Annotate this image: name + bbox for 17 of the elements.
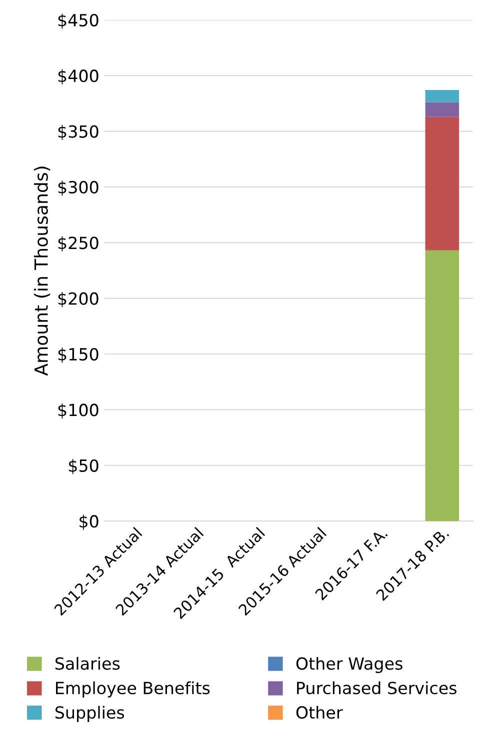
y-tick-label: $150	[58, 348, 98, 363]
legend-label: Other Wages	[296, 656, 402, 674]
y-tick-label: $0	[80, 514, 98, 530]
y-tick-label: $50	[68, 459, 98, 474]
y-tick-label: $400	[58, 69, 98, 84]
legend-label: Employee Benefits	[56, 681, 210, 698]
y-tick-label: $300	[58, 180, 98, 196]
y-tick-label: $200	[58, 292, 98, 308]
legend-label: Salaries	[55, 656, 120, 670]
y-tick-label: $450	[58, 14, 98, 29]
legend-label: Other	[296, 706, 343, 719]
y-tick-label: $100	[58, 403, 98, 418]
legend-label: Supplies	[55, 706, 124, 722]
y-tick-label: $350	[58, 124, 98, 140]
y-tick-label: $250	[58, 236, 98, 252]
y-axis-title: Amount (in Thousands)	[34, 166, 50, 376]
legend-label: Purchased Services	[297, 681, 456, 694]
